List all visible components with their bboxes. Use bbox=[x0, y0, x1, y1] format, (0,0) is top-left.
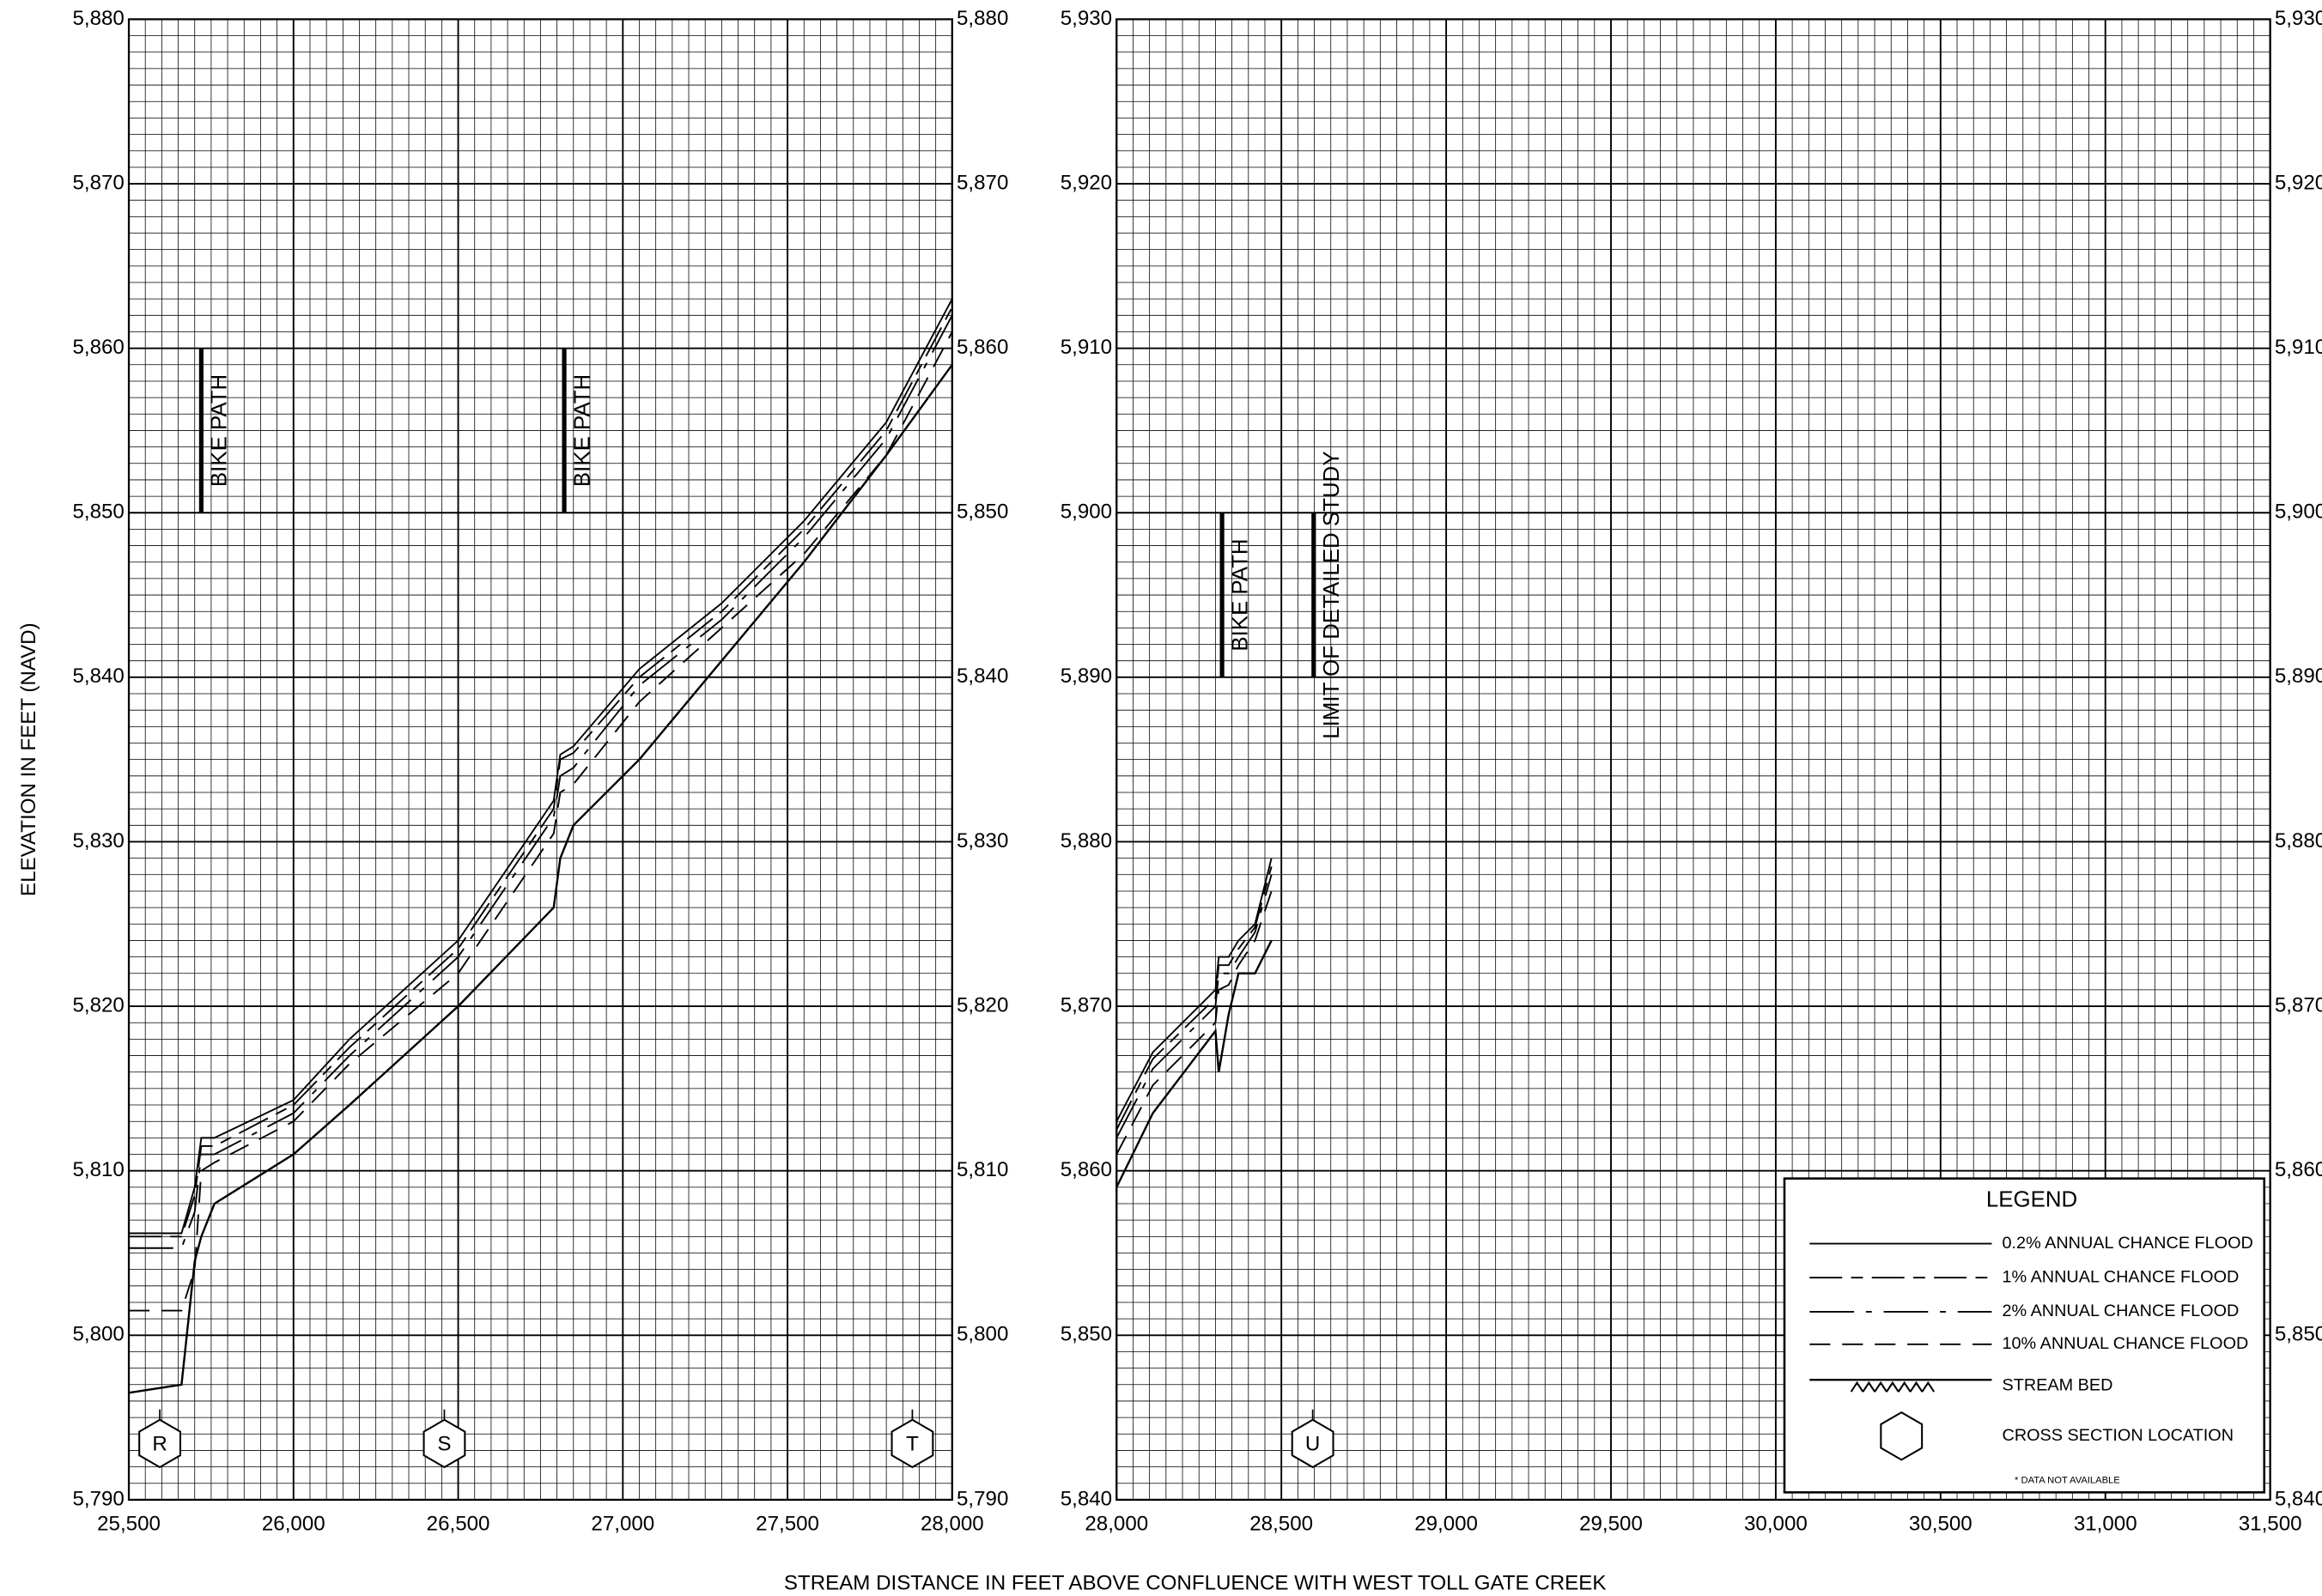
x-axis-title: STREAM DISTANCE IN FEET ABOVE CONFLUENCE… bbox=[784, 1572, 1607, 1595]
plot-frame bbox=[1115, 18, 2271, 1502]
y-tick-label: 5,850 bbox=[957, 501, 1008, 524]
y-tick-label: 5,860 bbox=[957, 336, 1008, 359]
y-tick-label: 5,880 bbox=[957, 7, 1008, 30]
y-tick-label: 5,900 bbox=[2275, 501, 2322, 524]
y-tick-label: 5,890 bbox=[1061, 664, 1112, 688]
y-tick-label: 5,860 bbox=[2275, 1158, 2322, 1181]
legend-box bbox=[1783, 1177, 2266, 1494]
y-tick-label: 5,800 bbox=[72, 1323, 124, 1346]
y-tick-label: 5,840 bbox=[2275, 1487, 2322, 1510]
x-tick-label: 30,000 bbox=[1744, 1513, 1808, 1536]
y-tick-label: 5,830 bbox=[957, 829, 1008, 853]
y-tick-label: 5,870 bbox=[2275, 993, 2322, 1016]
legend: LEGEND 0.2% ANNUAL CHANCE FLOOD 1% ANNUAL … bbox=[1783, 1177, 2266, 1494]
panel: 25,500 26,000 26,500 27,000 27,500 28,000 5,79… bbox=[72, 7, 1008, 1536]
x-tick-label: 27,500 bbox=[756, 1513, 819, 1536]
cross-section-label: T bbox=[906, 1432, 919, 1455]
y-tick-label: 5,840 bbox=[1061, 1487, 1112, 1510]
x-tick-label: 29,000 bbox=[1414, 1513, 1478, 1536]
x-tick-label: 30,500 bbox=[1909, 1513, 1972, 1536]
cross-section-label: U bbox=[1305, 1432, 1320, 1455]
profile-line bbox=[1115, 865, 1273, 1131]
y-tick-label: 5,840 bbox=[72, 664, 124, 688]
y-tick-label: 5,930 bbox=[1061, 7, 1112, 30]
legend-label: 10% ANNUAL CHANCE FLOOD bbox=[2003, 1334, 2249, 1353]
y-tick-label: 5,860 bbox=[1061, 1158, 1112, 1181]
y-tick-label: 5,850 bbox=[2275, 1323, 2322, 1346]
y-tick-label: 5,880 bbox=[1061, 829, 1112, 853]
x-tick-label: 27,000 bbox=[591, 1513, 654, 1536]
y-tick-label: 5,790 bbox=[72, 1487, 124, 1510]
legend-label: STREAM BED bbox=[2003, 1375, 2113, 1394]
y-tick-label: 5,810 bbox=[957, 1158, 1008, 1181]
x-tick-label: 28,500 bbox=[1249, 1513, 1313, 1536]
profile-line bbox=[128, 364, 953, 1394]
legend-hatch bbox=[1850, 1381, 1936, 1393]
x-tick-label: 25,500 bbox=[97, 1513, 161, 1536]
profile-line bbox=[1115, 874, 1273, 1138]
cross-section-marker bbox=[422, 1418, 466, 1469]
profile-line bbox=[1115, 858, 1273, 1122]
legend-label: CROSS SECTION LOCATION bbox=[2003, 1426, 2234, 1445]
legend-hexagon bbox=[1880, 1411, 1924, 1461]
y-tick-label: 5,800 bbox=[957, 1323, 1008, 1346]
cross-section-marker bbox=[891, 1418, 934, 1469]
y-tick-label: 5,870 bbox=[957, 171, 1008, 194]
plot-frame bbox=[127, 18, 953, 1502]
legend-label: 2% ANNUAL CHANCE FLOOD bbox=[2003, 1302, 2240, 1320]
x-tick-label: 28,000 bbox=[1085, 1513, 1148, 1536]
y-tick-label: 5,930 bbox=[2275, 7, 2322, 30]
y-tick-label: 5,810 bbox=[72, 1158, 124, 1181]
x-tick-label: 28,000 bbox=[921, 1513, 984, 1536]
x-tick-label: 26,500 bbox=[427, 1513, 490, 1536]
legend-label: 1% ANNUAL CHANCE FLOOD bbox=[2003, 1267, 2240, 1286]
cross-section-marker bbox=[1291, 1418, 1334, 1469]
x-tick-label: 31,000 bbox=[2074, 1513, 2137, 1536]
y-tick-label: 5,920 bbox=[2275, 171, 2322, 194]
y-tick-label: 5,850 bbox=[1061, 1323, 1112, 1346]
y-tick-label: 5,870 bbox=[72, 171, 124, 194]
profile-line bbox=[1115, 939, 1273, 1188]
y-tick-label: 5,820 bbox=[72, 993, 124, 1016]
y-tick-label: 5,840 bbox=[957, 664, 1008, 688]
x-tick-label: 31,500 bbox=[2239, 1513, 2302, 1536]
y-tick-label: 5,910 bbox=[2275, 336, 2322, 359]
x-tick-label: 29,500 bbox=[1579, 1513, 1643, 1536]
legend-title: LEGEND bbox=[1986, 1187, 2077, 1211]
y-tick-label: 5,860 bbox=[72, 336, 124, 359]
y-tick-label: 5,850 bbox=[72, 501, 124, 524]
y-tick-label: 5,880 bbox=[72, 7, 124, 30]
profile-line bbox=[129, 331, 953, 1312]
profile-line bbox=[129, 306, 953, 1238]
profile-line bbox=[1115, 890, 1273, 1155]
y-axis-title: ELEVATION IN FEET (NAVD) bbox=[17, 622, 40, 896]
cross-section-label: S bbox=[437, 1432, 451, 1455]
annotation-text: BIKE PATH bbox=[570, 374, 594, 487]
annotation-text: BIKE PATH bbox=[208, 374, 232, 487]
y-tick-label: 5,910 bbox=[1061, 336, 1112, 359]
y-tick-label: 5,880 bbox=[2275, 829, 2322, 853]
cross-section-marker bbox=[138, 1418, 182, 1469]
legend-label: 0.2% ANNUAL CHANCE FLOOD bbox=[2003, 1234, 2253, 1253]
annotation-text: BIKE PATH bbox=[1228, 538, 1252, 651]
legend-note: * DATA NOT AVAILABLE bbox=[2015, 1475, 2120, 1485]
profile-line bbox=[129, 314, 953, 1249]
y-tick-label: 5,870 bbox=[1061, 993, 1112, 1016]
y-tick-label: 5,900 bbox=[1061, 501, 1112, 524]
annotation-text: LIMIT OF DETAILED STUDY bbox=[1320, 451, 1344, 738]
profile-line bbox=[129, 298, 953, 1235]
y-tick-label: 5,890 bbox=[2275, 664, 2322, 688]
y-tick-label: 5,820 bbox=[957, 993, 1008, 1016]
cross-section-label: R bbox=[152, 1432, 167, 1455]
x-tick-label: 26,000 bbox=[262, 1513, 325, 1536]
y-tick-label: 5,790 bbox=[957, 1487, 1008, 1510]
y-tick-label: 5,830 bbox=[72, 829, 124, 853]
y-tick-label: 5,920 bbox=[1061, 171, 1112, 194]
